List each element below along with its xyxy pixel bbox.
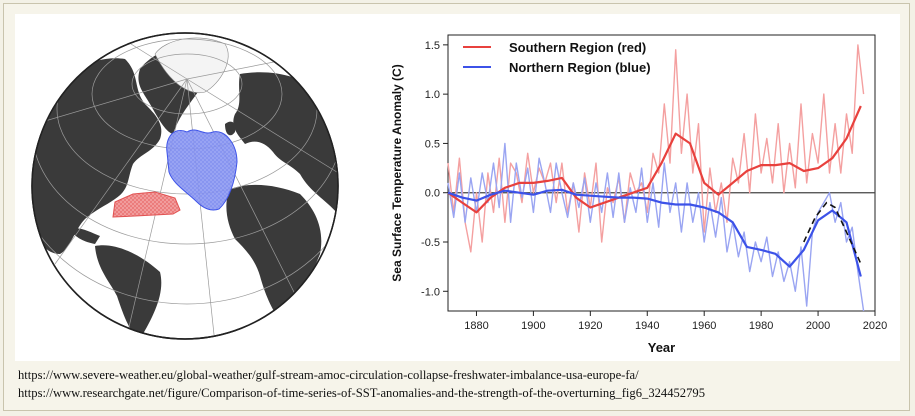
y-tick-label: 0.5 [425, 138, 440, 150]
legend: Southern Region (red) Northern Region (b… [463, 40, 651, 75]
y-tick-label: -0.5 [421, 237, 440, 249]
source-link-2[interactable]: https://www.researchgate.net/figure/Comp… [18, 386, 705, 400]
y-axis-label: Sea Surface Temperature Anomaly (C) [390, 64, 404, 281]
series-line [803, 201, 862, 265]
plot-area [447, 34, 876, 312]
y-tick-label: 1.5 [425, 40, 440, 52]
y-tick-label: 1.0 [425, 89, 440, 101]
x-tick-label: 2020 [863, 320, 887, 332]
x-tick-label: 1900 [521, 320, 545, 332]
x-tick-label: 1960 [692, 320, 716, 332]
y-tick-label: -1.0 [421, 286, 440, 298]
series-line [447, 105, 862, 214]
series-line [447, 188, 862, 277]
legend-label-northern: Northern Region (blue) [509, 60, 651, 75]
figure-frame: 1880 1900 1920 1940 1960 1980 2000 2020 -1.0 -0.5… [3, 3, 910, 411]
y-tick-label: 0.0 [425, 188, 440, 200]
source-citations: https://www.severe-weather.eu/global-wea… [15, 366, 900, 406]
x-tick-label: 2000 [806, 320, 830, 332]
chart-panel: 1880 1900 1920 1940 1960 1980 2000 2020 -1.0 -0.5… [377, 14, 900, 361]
x-axis-label: Year [648, 340, 675, 355]
series-line [447, 44, 865, 253]
globe-panel [15, 14, 370, 361]
source-link-1[interactable]: https://www.severe-weather.eu/global-wea… [18, 368, 639, 382]
x-tick-label: 1980 [749, 320, 773, 332]
legend-label-southern: Southern Region (red) [509, 40, 646, 55]
x-tick-label: 1920 [578, 320, 602, 332]
figure-panel: 1880 1900 1920 1940 1960 1980 2000 2020 -1.0 -0.5… [15, 14, 900, 361]
sst-anomaly-chart: 1880 1900 1920 1940 1960 1980 2000 2020 -1.0 -0.5… [390, 34, 887, 355]
x-tick-label: 1880 [464, 320, 488, 332]
globe-map-icon [31, 32, 339, 340]
series-line [447, 142, 865, 312]
x-tick-label: 1940 [635, 320, 659, 332]
